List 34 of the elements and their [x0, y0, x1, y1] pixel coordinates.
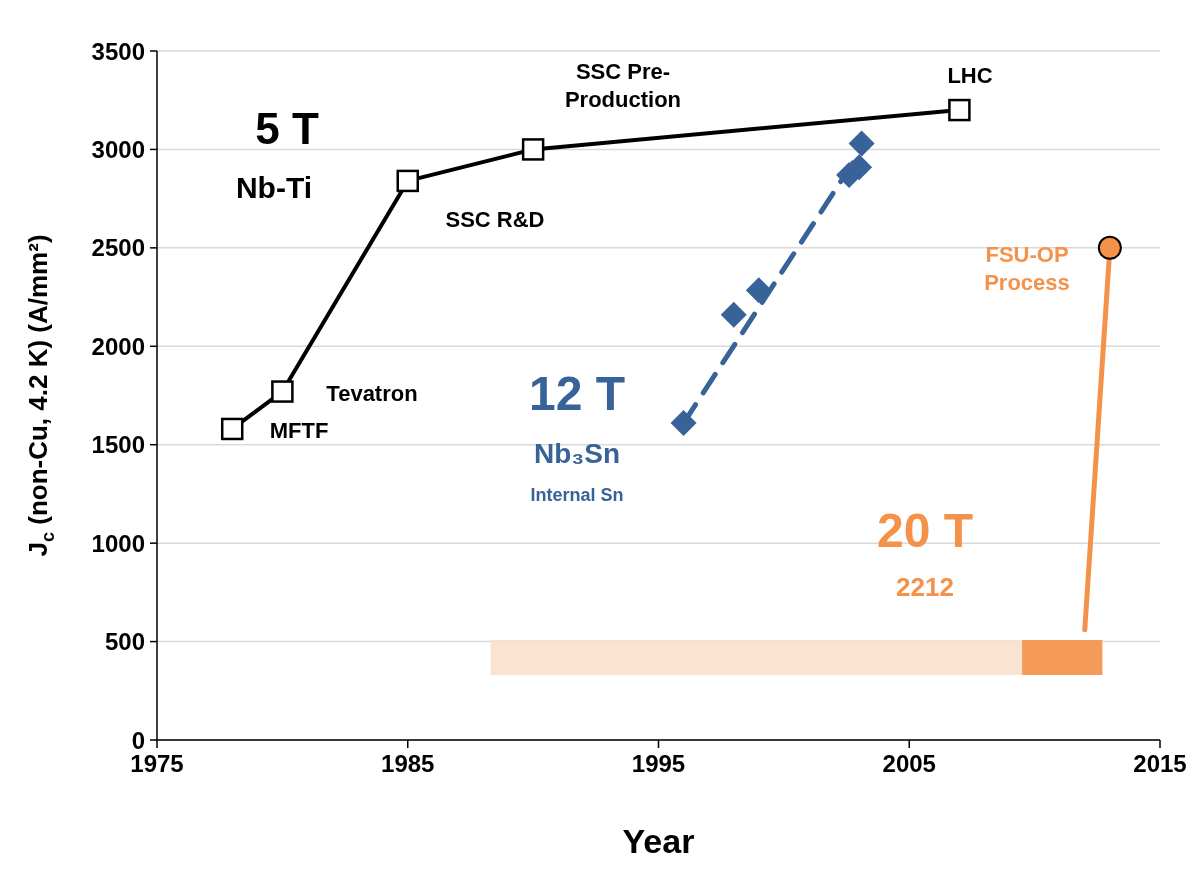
x-tick-label: 2015 — [1133, 750, 1187, 777]
y-tick-label: 500 — [104, 628, 145, 656]
annotation: Internal Sn — [530, 485, 624, 505]
y-tick-label: 1500 — [91, 431, 145, 459]
point — [521, 138, 545, 161]
x-tick-label: 1985 — [381, 750, 435, 777]
point — [271, 380, 294, 403]
y-tick-label: 2500 — [91, 234, 145, 262]
annotation: Tevatron — [326, 380, 418, 406]
x-axis-title: Year — [622, 822, 695, 860]
y-tick-label: 1000 — [91, 529, 145, 557]
annotation: 12 T — [528, 366, 626, 420]
annotation: SSC Pre- Production — [564, 58, 682, 112]
point — [848, 130, 875, 157]
annotation: 20 T — [876, 503, 974, 557]
y-tick-label: 3500 — [91, 37, 145, 65]
y-tick-label: 3000 — [91, 135, 145, 163]
annotation: LHC — [947, 62, 993, 88]
annotation: 2212 — [896, 572, 954, 602]
annotation: SSC R&D — [445, 206, 545, 232]
point — [745, 277, 772, 304]
annotation: MFTF — [269, 417, 329, 443]
point — [948, 98, 971, 122]
annotation: Nb-Ti — [235, 170, 313, 204]
y-tick-label: 2000 — [91, 332, 145, 360]
x-tick-label: 2005 — [882, 750, 936, 777]
point — [1097, 235, 1122, 260]
point — [720, 301, 747, 328]
point — [220, 417, 244, 441]
annotation: Nb₃Sn — [533, 437, 621, 469]
annotation: 5 T — [255, 103, 319, 153]
annotation: FSU-OP Process — [984, 241, 1070, 295]
point — [396, 169, 419, 193]
x-tick-label: 1995 — [631, 750, 686, 777]
